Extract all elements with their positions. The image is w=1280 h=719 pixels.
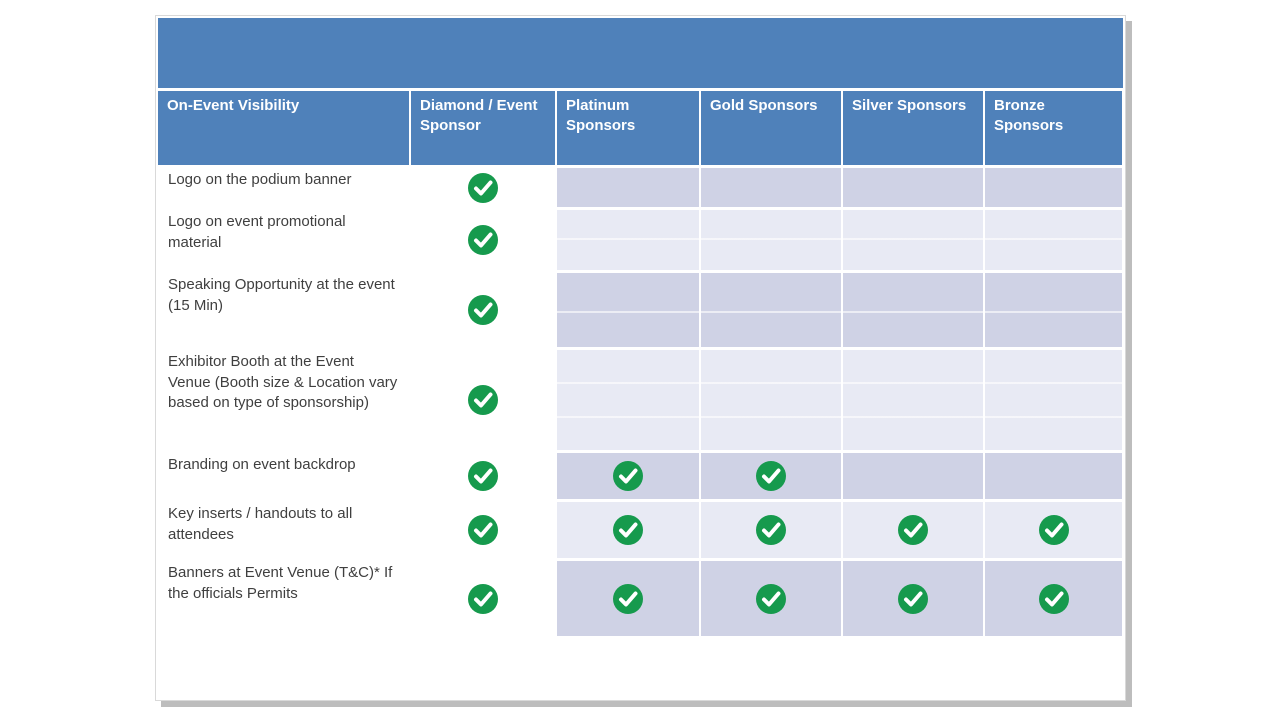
feature-label: Banners at Event Venue (T&C)* If the off… xyxy=(168,564,393,602)
check-circle-icon xyxy=(468,515,498,545)
column-header-bronze-sponsors: Bronze Sponsors xyxy=(985,91,1122,165)
check-cell xyxy=(701,350,841,450)
check-cell xyxy=(411,561,555,636)
check-cell xyxy=(843,453,983,499)
check-cell xyxy=(557,453,699,499)
check-cell xyxy=(843,168,983,207)
feature-label: Logo on the podium banner xyxy=(168,171,352,188)
check-cell xyxy=(843,350,983,450)
check-cell xyxy=(701,210,841,270)
check-cell xyxy=(557,168,699,207)
check-circle-icon xyxy=(898,515,928,545)
check-circle-icon xyxy=(468,225,498,255)
check-cell xyxy=(411,273,555,347)
feature-label: Speaking Opportunity at the event (15 Mi… xyxy=(168,276,395,314)
check-cell xyxy=(411,210,555,270)
column-header-platinum-sponsors: Platinum Sponsors xyxy=(557,91,699,165)
check-cell xyxy=(985,561,1122,636)
check-cell xyxy=(411,168,555,207)
check-circle-icon xyxy=(468,385,498,415)
feature-label: Branding on event backdrop xyxy=(168,456,356,473)
check-cell xyxy=(843,273,983,347)
check-cell xyxy=(701,273,841,347)
check-circle-icon xyxy=(468,295,498,325)
column-header-gold-sponsors: Gold Sponsors xyxy=(701,91,841,165)
feature-label: Exhibitor Booth at the Event Venue (Boot… xyxy=(168,353,398,412)
check-cell xyxy=(985,168,1122,207)
feature-label: Key inserts / handouts to all attendees xyxy=(168,505,353,543)
check-circle-icon xyxy=(468,172,498,203)
check-cell xyxy=(411,453,555,499)
sponsorship-table-grid: On-Event Visibility Diamond / Event Spon… xyxy=(158,91,1123,636)
check-cell xyxy=(985,210,1122,270)
check-circle-icon xyxy=(613,583,643,614)
check-circle-icon xyxy=(898,583,928,614)
check-cell xyxy=(557,273,699,347)
check-cell xyxy=(701,502,841,558)
check-cell xyxy=(411,350,555,450)
check-cell xyxy=(985,273,1122,347)
column-header-silver-sponsors: Silver Sponsors xyxy=(843,91,983,165)
check-circle-icon xyxy=(613,461,643,491)
check-cell xyxy=(985,502,1122,558)
column-header-on-event-visibility: On-Event Visibility xyxy=(158,91,409,165)
check-circle-icon xyxy=(1038,515,1069,545)
check-cell xyxy=(557,502,699,558)
slide-page: On-Event Visibility Diamond / Event Spon… xyxy=(155,15,1126,701)
check-cell xyxy=(701,561,841,636)
column-header-diamond-sponsor: Diamond / Event Sponsor xyxy=(411,91,555,165)
check-cell xyxy=(701,168,841,207)
check-cell xyxy=(843,502,983,558)
check-cell xyxy=(557,561,699,636)
check-circle-icon xyxy=(468,461,498,491)
check-circle-icon xyxy=(756,461,786,491)
check-circle-icon xyxy=(1038,583,1069,614)
check-cell xyxy=(557,210,699,270)
check-cell xyxy=(411,502,555,558)
check-circle-icon xyxy=(756,515,786,545)
check-cell xyxy=(701,453,841,499)
check-circle-icon xyxy=(468,583,498,614)
check-cell xyxy=(843,210,983,270)
check-cell xyxy=(843,561,983,636)
check-circle-icon xyxy=(613,515,643,545)
check-cell xyxy=(557,350,699,450)
check-cell xyxy=(985,453,1122,499)
title-banner xyxy=(158,18,1123,88)
check-cell xyxy=(985,350,1122,450)
check-circle-icon xyxy=(756,583,786,614)
feature-label: Logo on event promotional material xyxy=(168,213,346,251)
